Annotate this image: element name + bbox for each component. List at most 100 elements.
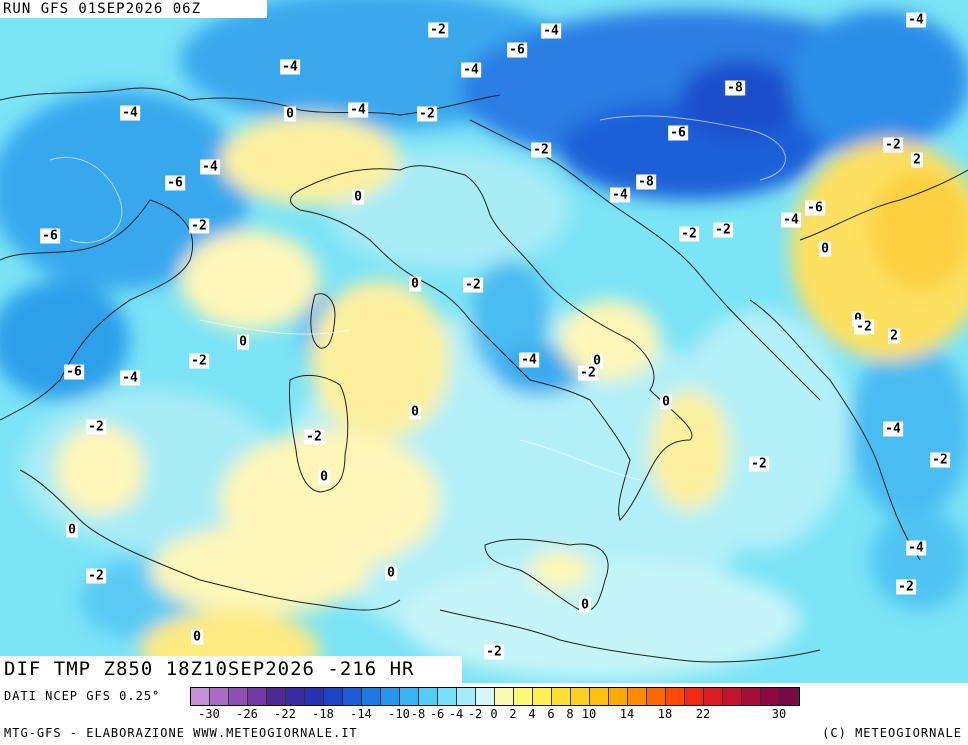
- footer: DATI NCEP GFS 0.25° -30 -26 -22 -18 -14 -10 -8…: [0, 683, 968, 745]
- contour-label: -4: [461, 62, 481, 78]
- legend-swatch: [210, 688, 229, 705]
- contour-label: 0: [237, 334, 249, 350]
- legend-swatch: [362, 688, 381, 705]
- credit-right: (C) METEOGIORNALE: [822, 726, 962, 740]
- credit-left: MTG-GFS - ELABORAZIONE WWW.METEOGIORNALE…: [4, 726, 358, 740]
- legend-tick: 0: [490, 707, 498, 721]
- contour-label: 0: [409, 404, 421, 420]
- contour-label: -2: [930, 452, 950, 468]
- contour-label: -4: [120, 370, 140, 386]
- anomaly-field: [0, 0, 968, 683]
- legend-swatch: [267, 688, 286, 705]
- run-label: RUN GFS 01SEP2026 06Z: [0, 0, 267, 18]
- legend-tick: -2: [467, 707, 483, 721]
- legend-tick: 6: [547, 707, 555, 721]
- contour-label: -2: [463, 277, 483, 293]
- contour-label: -4: [120, 105, 140, 121]
- legend-tick: -8: [410, 707, 426, 721]
- legend-tick: -6: [429, 707, 445, 721]
- contour-label: 2: [911, 152, 923, 168]
- contour-label: -2: [679, 226, 699, 242]
- contour-label: 0: [660, 394, 672, 410]
- legend-swatch: [704, 688, 723, 705]
- contour-label: 0: [66, 522, 78, 538]
- legend-swatch: [438, 688, 457, 705]
- legend-swatch: [381, 688, 400, 705]
- contour-label: 0: [284, 106, 296, 122]
- contour-label: 0: [579, 597, 591, 613]
- contour-label: -4: [348, 102, 368, 118]
- legend-swatch: [457, 688, 476, 705]
- legend-swatch: [229, 688, 248, 705]
- contour-label: -2: [713, 222, 733, 238]
- legend-tick: 4: [528, 707, 536, 721]
- contour-label: -2: [304, 429, 324, 445]
- contour-label: -2: [749, 456, 769, 472]
- legend-tick: 22: [695, 707, 711, 721]
- legend-tick: 18: [657, 707, 673, 721]
- contour-label: 0: [409, 276, 421, 292]
- legend-swatch: [742, 688, 761, 705]
- legend-tick: 30: [771, 707, 787, 721]
- contour-label: -2: [896, 579, 916, 595]
- contour-label: 0: [318, 469, 330, 485]
- legend-tick: -4: [448, 707, 464, 721]
- legend-swatch: [571, 688, 590, 705]
- contour-label: 0: [819, 241, 831, 257]
- legend-swatch: [343, 688, 362, 705]
- legend-swatch: [666, 688, 685, 705]
- isotherms: [49, 115, 786, 481]
- legend-swatch: [419, 688, 438, 705]
- legend-tick: 2: [509, 707, 517, 721]
- contour-label: -4: [541, 23, 561, 39]
- legend-swatch: [647, 688, 666, 705]
- legend-swatch: [590, 688, 609, 705]
- legend-swatch: [324, 688, 343, 705]
- legend-ticks: -30 -26 -22 -18 -14 -10 -8 -6 -4 -2 0 2 4 6 8 10 14 18 22 3…: [190, 707, 968, 723]
- legend-swatch: [761, 688, 780, 705]
- contour-label: -4: [906, 540, 926, 556]
- contour-label: 2: [888, 328, 900, 344]
- contour-label: 0: [352, 189, 364, 205]
- contour-label: 0: [385, 565, 397, 581]
- contour-label: -4: [610, 187, 630, 203]
- legend-swatch: [609, 688, 628, 705]
- legend-tick: -10: [388, 707, 410, 721]
- contour-label: -2: [531, 142, 551, 158]
- contour-label: -2: [484, 644, 504, 660]
- legend-tick: -30: [198, 707, 220, 721]
- legend-swatch: [476, 688, 495, 705]
- contour-label: -8: [725, 80, 745, 96]
- legend-tick: 10: [581, 707, 597, 721]
- contour-label: -6: [64, 364, 84, 380]
- contour-label: -2: [86, 568, 106, 584]
- contour-label: -4: [280, 59, 300, 75]
- legend-tick: 8: [566, 707, 574, 721]
- contour-label: 0: [852, 311, 864, 327]
- legend-swatch: [248, 688, 267, 705]
- contour-label: -8: [636, 174, 656, 190]
- map-field: [0, 0, 968, 683]
- contour-label: -2: [883, 137, 903, 153]
- legend-swatch: [495, 688, 514, 705]
- contour-label: -2: [189, 353, 209, 369]
- contour-label: 0: [591, 353, 603, 369]
- legend-swatch: [552, 688, 571, 705]
- contour-label: 0: [191, 629, 203, 645]
- contour-label: -4: [781, 212, 801, 228]
- contour-label: -2: [428, 22, 448, 38]
- legend-tick: -18: [312, 707, 334, 721]
- contour-label: -2: [578, 365, 598, 381]
- contour-label: -6: [668, 125, 688, 141]
- contour-label: -6: [507, 42, 527, 58]
- contour-label: -6: [805, 200, 825, 216]
- legend-swatch: [191, 688, 210, 705]
- contour-label: -4: [883, 421, 903, 437]
- contour-label: -2: [417, 106, 437, 122]
- legend-tick: -26: [236, 707, 258, 721]
- chart-title: DIF TMP Z850 18Z10SEP2026 -216 HR: [0, 656, 462, 683]
- temperature-anomaly-map: -2 -4 -4 -6 -4 -4 -8 -4 0 -4 -2 -6 -2 -2 2 -4 -6 -8 0 -4 -6-…: [0, 0, 968, 683]
- contour-label: -2: [854, 319, 874, 335]
- legend-swatch: [628, 688, 647, 705]
- legend-swatch: [286, 688, 305, 705]
